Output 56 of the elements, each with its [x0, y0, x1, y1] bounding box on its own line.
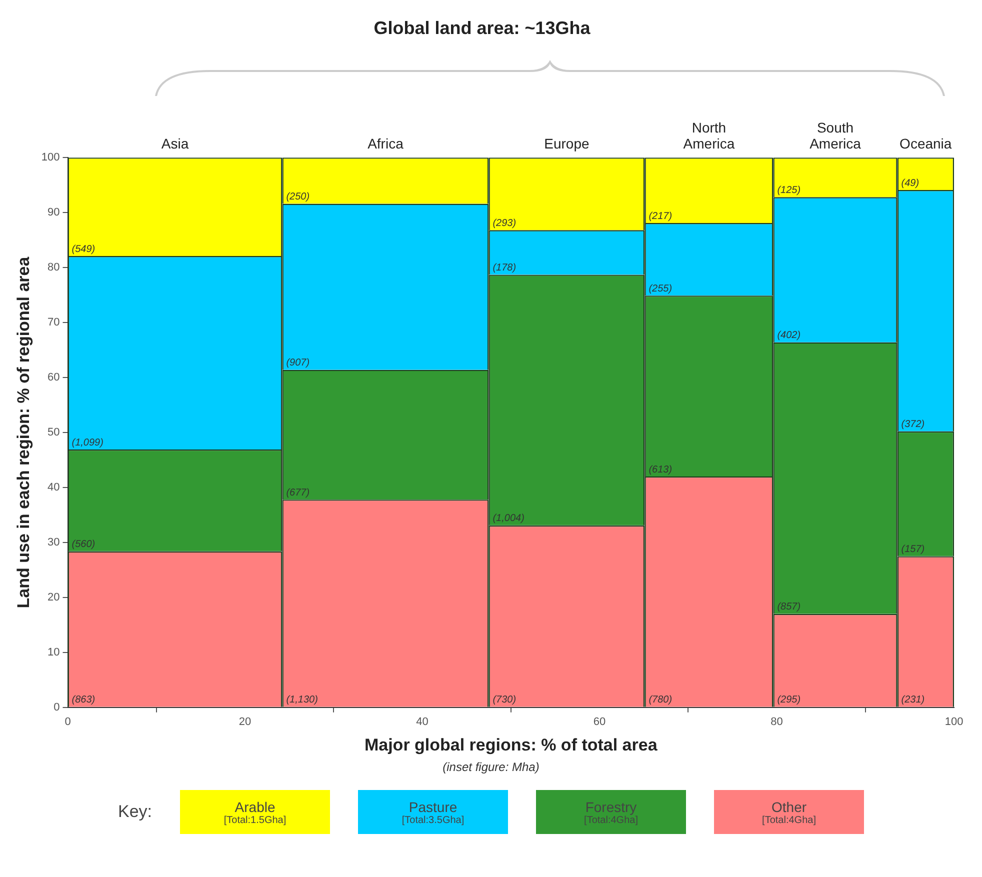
- annotation: Africa: [368, 135, 404, 152]
- x-tick-label: 100: [944, 716, 964, 728]
- y-tick-label: 20: [48, 591, 60, 604]
- y-axis-title: Land use in each region: % of regional area: [14, 256, 33, 608]
- annotation: (907): [286, 358, 310, 369]
- annotation: Oceania: [900, 135, 952, 152]
- annotation: (857): [777, 602, 801, 613]
- annotation: (295): [777, 694, 801, 706]
- annotation: (780): [648, 694, 672, 706]
- annotation: (402): [777, 330, 801, 342]
- annotation: (178): [492, 262, 516, 274]
- x-tick-label: 40: [416, 716, 428, 728]
- annotation: (863): [72, 694, 96, 706]
- text: Forestry [Total:4Gha]: [584, 798, 638, 826]
- annotation: (157): [901, 544, 925, 555]
- y-tick-label: 60: [48, 372, 60, 384]
- y-tick-label: 40: [48, 482, 60, 494]
- y-tick-label: 90: [48, 206, 60, 219]
- y-tick-label: 10: [48, 646, 60, 658]
- annotation: (217): [648, 210, 672, 222]
- annotation: (730): [492, 694, 516, 706]
- annotation: South America: [810, 119, 862, 152]
- annotation: (293): [492, 218, 516, 229]
- annotation: (1,004): [492, 513, 524, 524]
- text: Other [Total:4Gha]: [762, 798, 816, 826]
- x-tick-label: 60: [593, 716, 606, 728]
- x-tick-label: 20: [238, 716, 252, 728]
- x-axis-title: Major global regions: % of total area: [364, 735, 658, 754]
- annotation: Europe: [544, 135, 590, 152]
- annotation: (1,130): [286, 694, 318, 706]
- annotation: (372): [901, 419, 925, 430]
- text: Pasture [Total:3.5Gha]: [402, 798, 464, 826]
- annotation: (677): [286, 487, 310, 498]
- y-tick-label: 70: [48, 316, 60, 329]
- annotation: (49): [901, 178, 920, 189]
- legend-title: Key:: [118, 802, 152, 822]
- y-tick-label: 100: [41, 152, 60, 164]
- y-tick-label: 0: [54, 701, 60, 714]
- text: Arable [Total:1.5Gha]: [224, 798, 286, 826]
- annotation: (250): [286, 192, 310, 203]
- annotation: North America: [683, 119, 735, 152]
- annotation: Asia: [161, 135, 189, 152]
- y-tick-label: 80: [48, 262, 60, 274]
- x-tick-label: 80: [770, 716, 783, 728]
- text: (inset figure: Mha): [442, 760, 540, 774]
- annotation: (231): [901, 694, 925, 706]
- annotation: (560): [72, 539, 96, 550]
- annotation: (613): [648, 464, 672, 476]
- annotation: (549): [72, 244, 96, 255]
- chart-title: Global land area: ~13Gha: [374, 18, 592, 38]
- annotation: (1,099): [72, 437, 104, 448]
- annotation: (125): [777, 184, 801, 196]
- annotation: (255): [648, 283, 672, 294]
- y-tick-label: 30: [48, 536, 60, 548]
- y-tick-label: 50: [48, 426, 60, 439]
- x-tick-label: 0: [64, 716, 71, 728]
